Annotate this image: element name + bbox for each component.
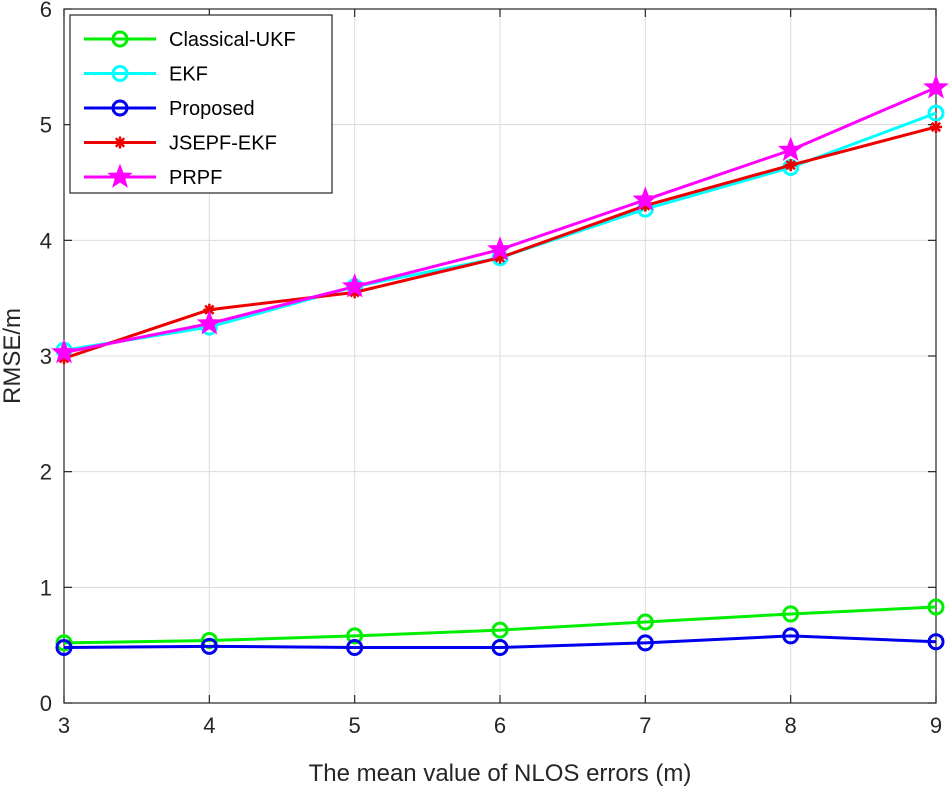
prpf-point <box>923 74 949 99</box>
proposed-point <box>782 627 800 645</box>
proposed-point <box>927 633 945 651</box>
asterisk-stroke <box>204 304 215 315</box>
legend-marker <box>111 30 129 48</box>
asterisk-stroke <box>785 160 796 171</box>
asterisk-stroke <box>114 137 126 148</box>
legend-label: Proposed <box>169 98 255 120</box>
x-tick-label: 5 <box>349 713 361 738</box>
classical-ukf-point <box>927 598 945 616</box>
proposed-point <box>636 634 654 652</box>
prpf-point <box>341 273 368 298</box>
asterisk-stroke <box>930 121 942 133</box>
prpf-point <box>487 236 513 261</box>
y-tick-label: 6 <box>40 0 52 22</box>
x-tick-label: 8 <box>785 713 797 738</box>
jsepf-ekf-point <box>784 159 797 172</box>
legend-label: PRPF <box>169 167 222 189</box>
legend-label: EKF <box>169 64 208 86</box>
y-axis-label: RMSE/m <box>0 308 26 404</box>
legend-marker <box>114 136 126 149</box>
legend-label: JSEPF-EKF <box>169 133 277 155</box>
legend-marker <box>111 99 129 117</box>
proposed-line <box>63 634 937 649</box>
ekf-point <box>927 104 945 122</box>
y-tick-label: 4 <box>40 228 52 253</box>
x-tick-label: 3 <box>58 713 70 738</box>
x-tick-label: 7 <box>639 713 651 738</box>
series-jsepf-ekf <box>58 120 942 365</box>
proposed-point <box>491 638 509 656</box>
classical-ukf-point <box>636 613 654 631</box>
prpf-point <box>632 186 659 211</box>
x-tick-label: 4 <box>203 713 215 738</box>
x-tick-label: 9 <box>930 713 942 738</box>
legend-entry-prpf: PRPF <box>84 163 222 189</box>
series <box>51 74 949 656</box>
proposed-point <box>200 637 218 655</box>
legend-entry-jsepf-ekf: JSEPF-EKF <box>84 133 277 155</box>
jsepf-ekf-point <box>930 120 942 133</box>
proposed-point <box>55 638 73 656</box>
y-tick-label: 5 <box>40 113 52 138</box>
series-prpf <box>51 74 949 364</box>
legend-entry-ekf: EKF <box>84 64 208 86</box>
y-tick-label: 0 <box>40 691 52 716</box>
prpf-point <box>51 339 77 364</box>
classical-ukf-point <box>491 621 509 639</box>
jsepf-ekf-point <box>203 303 216 316</box>
proposed-point <box>346 638 364 656</box>
classical-ukf-point <box>346 627 364 645</box>
series-proposed <box>55 627 945 656</box>
legend: Classical-UKF EKF Proposed JSEPF-EKF PRPF <box>69 14 333 194</box>
prpf-point <box>196 310 223 335</box>
classical-ukf-point <box>782 605 800 623</box>
prpf-point <box>777 136 804 161</box>
legend-entry-classical-ukf: Classical-UKF <box>84 29 296 51</box>
legend-marker <box>111 65 129 82</box>
legend-entry-proposed: Proposed <box>84 98 255 120</box>
y-tick-label: 3 <box>40 344 52 369</box>
x-tick-label: 6 <box>494 713 506 738</box>
legend-marker <box>107 163 133 188</box>
x-axis-label: The mean value of NLOS errors (m) <box>309 760 692 787</box>
y-tick-label: 1 <box>40 575 52 600</box>
y-tick-label: 2 <box>40 460 52 485</box>
legend-label: Classical-UKF <box>169 29 296 51</box>
